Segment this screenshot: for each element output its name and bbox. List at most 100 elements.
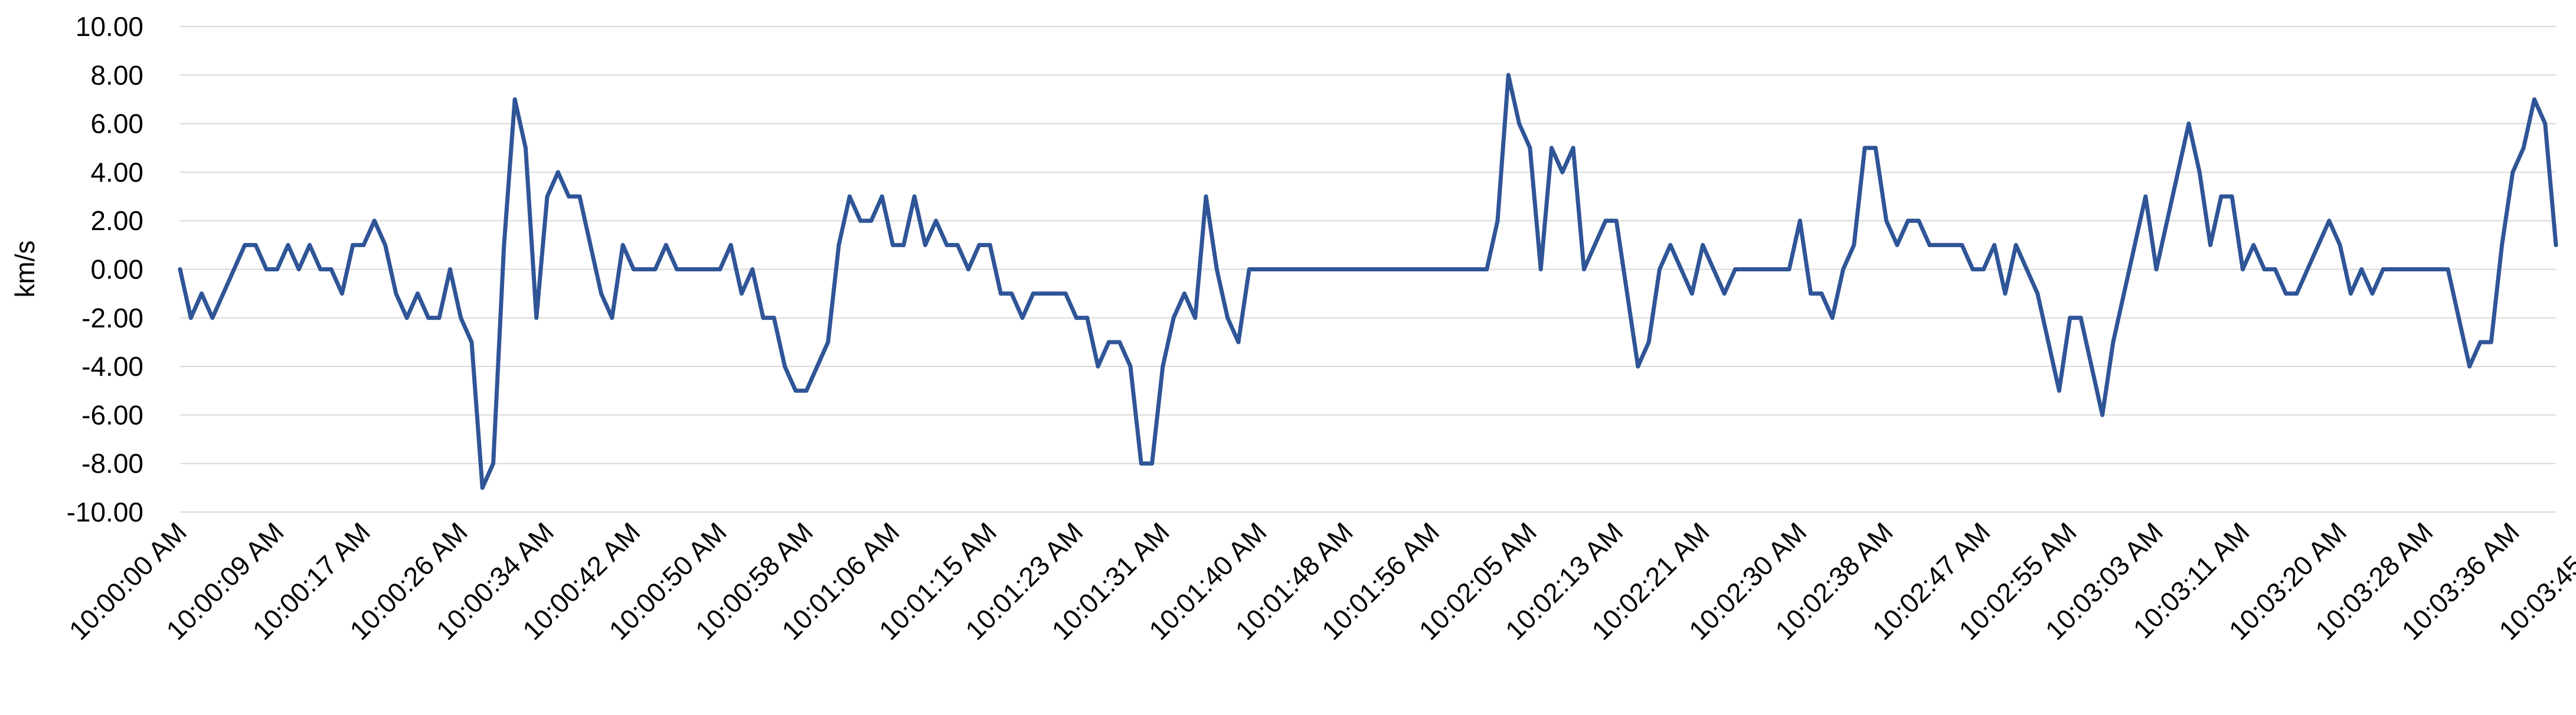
data-point	[1549, 146, 1554, 150]
data-point	[977, 242, 982, 247]
data-point	[1927, 242, 1932, 247]
data-point	[404, 316, 409, 320]
data-point	[858, 218, 863, 223]
data-point	[1884, 218, 1889, 223]
data-point	[577, 194, 582, 199]
data-point	[275, 267, 280, 271]
data-point	[1754, 267, 1759, 271]
data-point	[545, 194, 550, 199]
data-point	[1938, 242, 1943, 247]
data-point	[2251, 242, 2256, 247]
data-point	[2143, 194, 2148, 199]
y-tick-label: 10.00	[76, 11, 143, 42]
data-point	[1917, 218, 1921, 223]
data-point	[555, 170, 560, 175]
data-point	[1031, 291, 1035, 296]
data-point	[1128, 364, 1133, 369]
data-point	[1247, 267, 1251, 271]
y-tick-label: 4.00	[90, 157, 143, 188]
y-tick-label: 6.00	[90, 109, 143, 139]
data-point	[253, 242, 258, 247]
data-point	[2294, 291, 2299, 296]
data-point	[2402, 267, 2407, 271]
data-point	[2100, 412, 2105, 417]
data-point	[1063, 291, 1068, 296]
data-point	[1355, 267, 1359, 271]
data-point	[2327, 218, 2332, 223]
data-point	[2003, 291, 2008, 296]
data-point	[2446, 267, 2450, 271]
data-point	[447, 267, 452, 271]
data-point	[1528, 146, 1532, 150]
data-point	[696, 267, 701, 271]
data-point	[1377, 267, 1381, 271]
data-point	[1809, 291, 1813, 296]
data-point	[1603, 218, 1608, 223]
data-point	[2435, 267, 2440, 271]
data-point	[2089, 364, 2094, 369]
data-point	[1139, 461, 1143, 466]
data-point	[1895, 242, 1900, 247]
data-point	[1225, 316, 1230, 320]
data-point	[2057, 388, 2061, 393]
data-point	[1333, 267, 1338, 271]
data-point	[243, 242, 247, 247]
data-point	[923, 242, 927, 247]
data-point	[2111, 340, 2116, 345]
data-point	[1193, 316, 1198, 320]
data-point	[372, 218, 377, 223]
data-point	[988, 242, 992, 247]
data-point	[599, 291, 604, 296]
data-point	[383, 242, 388, 247]
data-point	[1538, 267, 1543, 271]
data-point	[1269, 267, 1273, 271]
data-point	[2543, 122, 2548, 126]
data-point	[1949, 242, 1953, 247]
data-point	[2338, 242, 2342, 247]
data-point	[1905, 218, 1910, 223]
data-point	[1344, 267, 1349, 271]
data-point	[2510, 170, 2515, 175]
data-point	[750, 267, 755, 271]
data-point	[1279, 267, 1284, 271]
data-point	[1117, 340, 1122, 345]
data-point	[739, 291, 744, 296]
data-point	[2284, 291, 2289, 296]
data-point	[1593, 242, 1597, 247]
data-point	[426, 316, 431, 320]
data-point	[2186, 122, 2191, 126]
data-point	[1970, 267, 1975, 271]
data-point	[2273, 267, 2277, 271]
data-point	[1473, 267, 1478, 271]
data-point	[2316, 242, 2320, 247]
data-point	[1787, 267, 1792, 271]
data-point	[1765, 267, 1770, 271]
data-point	[1797, 218, 1802, 223]
data-point	[459, 316, 463, 320]
data-point	[2013, 242, 2018, 247]
data-point	[1841, 267, 1845, 271]
data-point	[2489, 340, 2493, 345]
y-axis-label: km/s	[9, 240, 40, 297]
data-point	[2046, 340, 2051, 345]
data-point	[631, 267, 636, 271]
data-point	[1322, 267, 1327, 271]
data-point	[1052, 291, 1057, 296]
data-point	[2500, 242, 2505, 247]
data-point	[1506, 73, 1511, 77]
data-point	[1236, 340, 1241, 345]
data-point	[2532, 97, 2536, 101]
data-point	[2154, 267, 2159, 271]
series-line	[178, 73, 2558, 490]
data-point	[675, 267, 679, 271]
data-point	[1873, 146, 1878, 150]
data-point	[1657, 267, 1662, 271]
data-point	[826, 340, 831, 345]
data-point	[480, 486, 485, 490]
data-point	[2025, 267, 2029, 271]
data-point	[491, 461, 496, 466]
data-point	[2478, 340, 2483, 345]
data-point	[1441, 267, 1446, 271]
data-point	[1960, 242, 1964, 247]
data-point	[221, 291, 225, 296]
